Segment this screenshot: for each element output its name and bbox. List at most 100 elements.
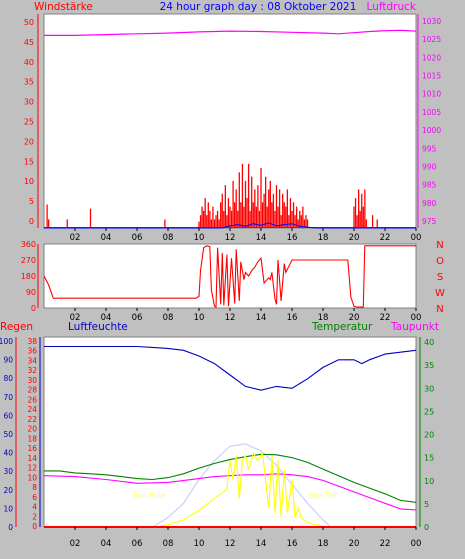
panel1-x-tick-label: 02 [70,233,81,243]
panel3-x-tick-label: 10 [194,539,205,549]
rain-axis-tick-label: 16 [27,444,37,453]
panel2-x-tick-label: 08 [163,313,174,323]
temperature-axis-tick-label: 15 [424,454,434,463]
compass-label: W [435,288,445,299]
humidity-axis-tick-label: 30 [3,467,13,476]
panel3-x-tick-label: 12 [225,539,236,549]
rain-axis-tick-label: 34 [27,356,37,365]
temperature-axis-tick-label: 5 [424,500,429,509]
panel3-x-tick-label: 00 [411,539,422,549]
panel1-x-tick-label: 08 [163,233,174,243]
wind-axis-tick-label: 50 [24,18,34,27]
panel1-x-tick-label: 20 [349,233,360,243]
temperature-axis-tick-label: 10 [424,477,434,486]
panel3-x-tick-label: 06 [132,539,143,549]
panel1-x-tick-label: 00 [411,233,422,243]
luftfeuchte-line [44,345,417,391]
panel1-x-tick-label: 12 [225,233,236,243]
panel2-x-tick-label: 12 [225,313,236,323]
sunset-annotation: Sun Set [309,491,338,500]
solar-line [155,451,331,528]
panel3-x-tick-label: 04 [101,539,112,549]
panel2-x-tick-label: 02 [70,313,81,323]
climate-plot-area [43,336,417,528]
rain-axis-tick-label: 6 [32,493,37,502]
temperature-axis-label: Temperatur [311,321,373,333]
panel3-x-tick-label: 14 [256,539,267,549]
rain-axis-tick-label: 22 [27,415,37,424]
panel1-x-tick-label: 06 [132,233,143,243]
rain-axis-tick-label: 8 [32,483,37,492]
humidity-axis-tick-label: 20 [3,486,13,495]
humidity-axis-tick-label: 40 [3,449,13,458]
temperature-axis-tick-label: 0 [424,523,429,532]
humidity-axis-tick-label: 10 [3,504,13,513]
pressure-axis-label: Luftdruck [367,1,417,13]
pressure-axis-tick-label: 985 [422,181,437,190]
panel1-x-tick-label: 22 [380,233,391,243]
pressure-axis-tick-label: 975 [422,217,437,226]
compass-label: S [437,272,443,283]
rain-axis-tick-label: 18 [27,434,37,443]
rain-axis-tick-label: 30 [27,376,37,385]
humidity-axis-tick-label: 0 [8,523,13,532]
dewpoint-axis-label: Taupunkt [390,321,439,333]
direction-axis-tick-label: 0 [31,304,36,313]
humidity-axis-tick-label: 80 [3,374,13,383]
pressure-axis-tick-label: 1005 [422,108,441,117]
temperatur-line [44,453,417,503]
pressure-line [44,29,417,36]
pressure-axis-tick-label: 995 [422,144,437,153]
panel1-x-tick-label: 16 [287,233,298,243]
panel2-x-tick-label: 10 [194,313,205,323]
rain-axis-tick-label: 28 [27,386,37,395]
direction-axis-tick-label: 180 [21,272,36,281]
panel3-x-tick-label: 16 [287,539,298,549]
pressure-axis-tick-label: 1020 [422,53,441,62]
wind-axis-label: Windstärke [34,1,93,13]
rain-axis-tick-label: 12 [27,464,37,473]
background-layer [43,13,417,528]
temperature-axis-tick-label: 20 [424,431,434,440]
wind-axis-tick-label: 40 [24,58,34,67]
wind-axis-tick-label: 30 [24,98,34,107]
rain-axis-tick-label: 36 [27,347,37,356]
gust-line [44,222,416,229]
wind-axis-tick-label: 15 [24,157,34,166]
rain-axis-tick-label: 32 [27,366,37,375]
panel1-x-tick-label: 14 [256,233,267,243]
wind-axis-tick-label: 25 [24,118,34,127]
panel2-x-tick-label: 06 [132,313,143,323]
rain-axis-label: Regen [0,321,33,333]
rain-axis-tick-label: 0 [32,522,37,531]
compass-label: O [436,256,444,267]
rain-axis-tick-label: 10 [27,473,37,482]
panel2-x-tick-label: 14 [256,313,267,323]
panel3-x-tick-label: 22 [380,539,391,549]
rain-axis-tick-label: 2 [32,512,37,521]
chart-title: 24 hour graph day : 08 Oktober 2021 [160,1,357,13]
direction-axis-tick-label: 270 [21,256,36,265]
wind-axis-tick-label: 45 [24,38,34,47]
temperature-axis-tick-label: 35 [424,361,434,370]
temperature-axis-tick-label: 40 [424,338,434,347]
panel2-x-tick-label: 16 [287,313,298,323]
rain-axis-tick-label: 38 [27,337,37,346]
axes-layer: 0510152025303540455097598098599099510001… [0,14,445,549]
panel2-x-tick-label: 04 [101,313,112,323]
compass-label: N [436,240,443,251]
rain-axis-tick-label: 20 [27,425,37,434]
humidity-axis-tick-label: 50 [3,430,13,439]
pressure-axis-tick-label: 1030 [422,17,441,26]
wind-axis-tick-label: 20 [24,137,34,146]
panel3-x-tick-label: 20 [349,539,360,549]
wind-axis-tick-label: 0 [29,217,34,226]
wind-pressure-plot-area [43,13,417,229]
rain-axis-tick-label: 26 [27,395,37,404]
temperature-axis-tick-label: 30 [424,384,434,393]
panel2-x-tick-label: 00 [411,313,422,323]
panel2-x-tick-label: 20 [349,313,360,323]
panel2-x-tick-label: 18 [318,313,329,323]
